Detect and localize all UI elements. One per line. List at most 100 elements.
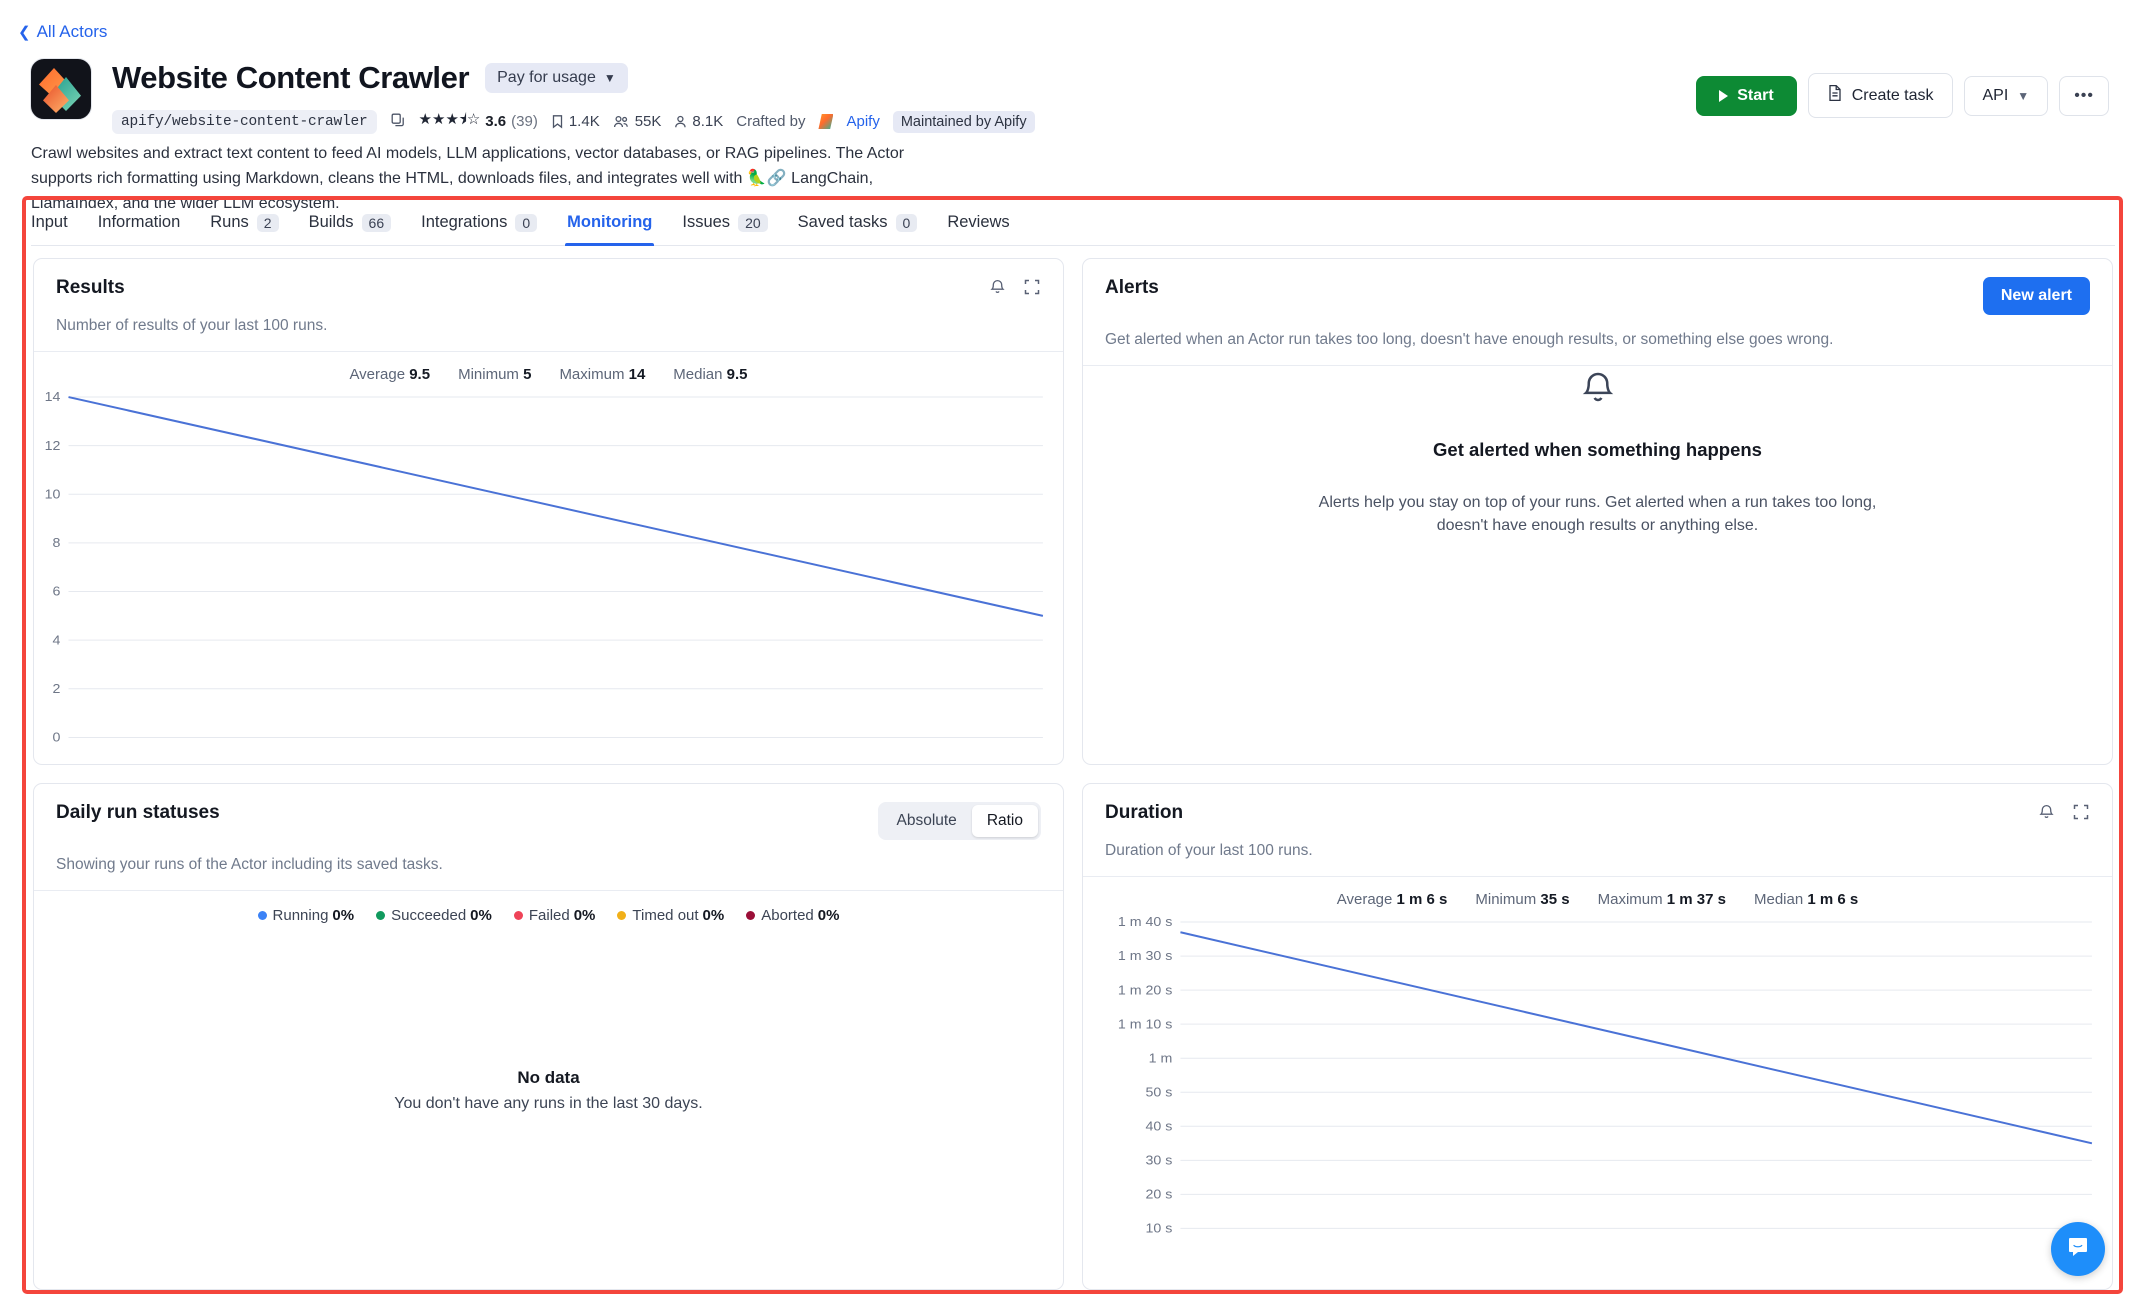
daily-empty-state: No data You don't have any runs in the l… [34,891,1063,1289]
results-chart: 0 2 4 6 8 10 12 14 [34,386,1049,754]
stat-label: Maximum [559,366,629,383]
api-dropdown-button[interactable]: API ▼ [1963,75,2049,116]
rating-value: 3.6 [485,113,507,130]
legend-value: 0% [332,907,355,924]
create-task-button[interactable]: Create task [1807,73,1953,118]
legend-dot-icon [617,911,627,920]
legend-value: 0% [573,907,596,924]
svg-text:4: 4 [52,633,60,647]
bell-icon[interactable] [988,277,1007,301]
tab-badge: 0 [515,213,538,232]
svg-text:8: 8 [52,536,60,550]
stat-label: Minimum [458,366,524,383]
tab-badge: 20 [738,213,768,232]
stat-value: 1 m 37 s [1666,891,1726,908]
copy-icon[interactable] [390,112,406,132]
daily-card-subtitle: Showing your runs of the Actor including… [56,856,443,873]
expand-icon[interactable] [1023,278,1041,301]
bookmarks-stat: 1.4K [551,113,600,130]
stat-item: Average 1 m 6 s [1337,891,1448,908]
tab-monitoring[interactable]: Monitoring [565,213,655,246]
stat-label: Average [1336,891,1397,908]
run-status-legend: Running 0% Succeeded 0% Failed 0% Timed out 0% A… [34,891,1063,924]
star-rating-icon: ★★★⯨☆ [418,111,481,128]
toggle-option-ratio[interactable]: Ratio [971,805,1038,837]
stat-item: Minimum 5 [458,366,531,383]
results-card: Results Number of results of your last 1… [33,258,1064,765]
toggle-option-absolute[interactable]: Absolute [896,812,957,829]
legend-value: 0% [817,907,840,924]
pricing-model-dropdown[interactable]: Pay for usage ▼ [485,63,628,93]
duration-card: Duration Duration of your last 100 runs.… [1082,783,2113,1290]
tab-issues[interactable]: Issues 20 [682,213,768,245]
legend-dot-icon [376,911,386,920]
pricing-model-label: Pay for usage [497,69,596,86]
stat-value: 9.5 [409,366,431,383]
tab-integrations[interactable]: Integrations 0 [421,213,538,245]
users-stat: 55K [613,113,662,130]
tab-input[interactable]: Input [31,213,68,245]
rating-count: (39) [511,113,538,130]
svg-text:1 m 30 s: 1 m 30 s [1118,949,1173,963]
stat-value: 35 s [1540,891,1570,908]
daily-run-statuses-card: Daily run statuses Absolute Ratio Showing… [33,783,1064,1290]
duration-card-subtitle: Duration of your last 100 runs. [1105,842,1313,859]
legend-dot-icon [257,911,267,920]
stat-label: Median [673,366,727,383]
legend-label: Failed [528,907,570,924]
absolute-ratio-toggle[interactable]: Absolute Ratio [878,802,1041,840]
legend-label: Succeeded [391,907,467,924]
bell-icon[interactable] [2037,802,2056,826]
breadcrumb-label: All Actors [36,22,108,41]
legend-item-succeeded: Succeeded 0% [376,907,492,924]
breadcrumb-all-actors[interactable]: ❮ All Actors [18,22,107,42]
chat-widget-button[interactable] [2051,1222,2105,1276]
stat-item: Median 1 m 6 s [1754,891,1858,908]
start-button-label: Start [1737,86,1774,104]
svg-text:0: 0 [52,730,60,744]
legend-item-aborted: Aborted 0% [746,907,839,924]
start-button[interactable]: Start [1696,75,1797,116]
tab-runs[interactable]: Runs 2 [210,213,279,245]
ellipsis-icon: ••• [2074,86,2094,104]
new-alert-button[interactable]: New alert [1982,277,2090,315]
stat-item: Maximum 14 [559,366,645,383]
svg-text:1 m 10 s: 1 m 10 s [1118,1017,1173,1031]
apify-logo-icon [818,114,834,129]
users-value: 55K [634,113,662,130]
stat-value: 1 m 6 s [1396,891,1448,908]
maintained-badge: Maintained by Apify [892,110,1035,133]
tab-label: Runs [210,213,249,231]
results-card-subtitle: Number of results of your last 100 runs. [56,317,328,334]
tab-badge: 66 [361,213,392,232]
tab-builds[interactable]: Builds 66 [309,213,392,245]
legend-value: 0% [470,907,492,924]
tab-label: Saved tasks [797,213,888,231]
crafted-by-label: Crafted by [736,113,806,130]
legend-label: Running [272,907,329,924]
actor-meta-row: apify/website-content-crawler ★★★⯨☆ 3.6 … [112,109,1035,134]
chevron-left-icon: ❮ [18,23,31,41]
expand-icon[interactable] [2072,803,2090,826]
actor-tabs: Input Information Runs 2 Builds 66 Integration… [31,200,2115,246]
duration-chart: 10 s 20 s 30 s 40 s 50 s 1 m 1 m 10 s 1 m 20 s 1… [1083,911,2098,1279]
daily-card-title: Daily run statuses [56,802,220,823]
tab-badge: 0 [895,213,918,232]
stat-label: Average [349,366,410,383]
stat-label: Maximum [1597,891,1667,908]
stat-item: Median 9.5 [673,366,747,383]
svg-text:30 s: 30 s [1145,1153,1172,1167]
api-label: API [1982,86,2009,104]
duration-stats: Average 1 m 6 s Minimum 35 s Maximum 1 m 3… [1083,877,2112,908]
tab-reviews[interactable]: Reviews [947,213,1009,245]
publisher-link[interactable]: Apify [846,113,880,130]
tab-saved-tasks[interactable]: Saved tasks 0 [798,213,918,245]
tab-information[interactable]: Information [98,213,181,245]
alerts-card-title: Alerts [1105,277,1159,298]
tab-label: Input [31,213,68,231]
more-options-button[interactable]: ••• [2059,75,2109,116]
duration-card-title: Duration [1105,802,1184,823]
stat-label: Median [1754,891,1808,908]
svg-text:10 s: 10 s [1145,1221,1172,1235]
